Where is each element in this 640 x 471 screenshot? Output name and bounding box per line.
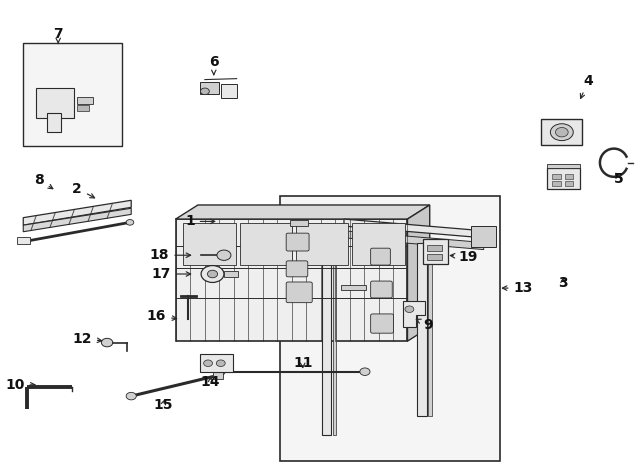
Bar: [353, 223, 404, 266]
Bar: [221, 84, 237, 98]
Bar: [17, 237, 29, 244]
Bar: [541, 119, 582, 146]
Bar: [23, 43, 122, 146]
Bar: [200, 82, 219, 94]
Circle shape: [101, 338, 113, 347]
Bar: [322, 243, 332, 435]
Circle shape: [556, 128, 568, 137]
Bar: [471, 226, 497, 247]
Bar: [428, 243, 431, 416]
Bar: [239, 223, 292, 266]
FancyBboxPatch shape: [286, 233, 309, 251]
Circle shape: [360, 368, 370, 375]
FancyBboxPatch shape: [286, 282, 312, 303]
Bar: [77, 97, 93, 104]
Bar: [224, 271, 238, 277]
Polygon shape: [23, 208, 131, 232]
Polygon shape: [175, 205, 429, 219]
Text: 7: 7: [53, 26, 63, 43]
Bar: [547, 168, 580, 189]
Circle shape: [204, 360, 212, 366]
Bar: [427, 254, 442, 260]
Text: 14: 14: [201, 375, 220, 389]
Bar: [552, 174, 561, 179]
Text: 6: 6: [209, 55, 219, 75]
FancyBboxPatch shape: [371, 248, 390, 265]
Circle shape: [215, 368, 225, 375]
Bar: [200, 354, 233, 372]
Bar: [341, 285, 366, 290]
Bar: [565, 174, 573, 179]
Circle shape: [216, 360, 225, 366]
Text: 12: 12: [72, 332, 102, 346]
Text: 3: 3: [558, 276, 568, 291]
Bar: [183, 223, 236, 266]
Text: 16: 16: [147, 309, 177, 323]
Circle shape: [22, 238, 30, 244]
Circle shape: [126, 219, 134, 225]
Bar: [47, 114, 61, 132]
FancyBboxPatch shape: [371, 281, 392, 298]
Text: 5: 5: [614, 172, 624, 186]
Polygon shape: [408, 205, 429, 341]
Bar: [212, 372, 223, 379]
Bar: [77, 106, 89, 111]
Polygon shape: [344, 219, 484, 238]
Circle shape: [201, 266, 224, 283]
Bar: [280, 195, 500, 461]
Polygon shape: [403, 301, 425, 327]
Polygon shape: [344, 231, 484, 250]
Circle shape: [217, 250, 231, 260]
Circle shape: [405, 306, 414, 313]
Text: 19: 19: [451, 250, 478, 264]
Bar: [290, 220, 308, 226]
Text: 17: 17: [152, 267, 191, 281]
Text: 13: 13: [502, 281, 533, 295]
Bar: [552, 181, 561, 186]
Polygon shape: [23, 200, 131, 225]
Text: 8: 8: [35, 173, 53, 189]
Bar: [36, 88, 74, 118]
Text: 10: 10: [5, 378, 35, 392]
Text: 2: 2: [72, 181, 95, 198]
Text: 11: 11: [293, 356, 312, 370]
FancyBboxPatch shape: [286, 261, 308, 277]
Text: 18: 18: [150, 248, 191, 262]
Bar: [424, 239, 447, 264]
Text: 15: 15: [153, 398, 173, 413]
Circle shape: [207, 270, 218, 278]
Bar: [296, 223, 348, 266]
FancyBboxPatch shape: [371, 314, 394, 333]
Text: 4: 4: [580, 73, 593, 98]
Bar: [333, 243, 337, 435]
Bar: [547, 163, 580, 168]
Bar: [427, 245, 442, 251]
Circle shape: [550, 124, 573, 141]
Bar: [175, 219, 408, 341]
Text: 9: 9: [416, 318, 433, 332]
Text: 1: 1: [185, 214, 215, 228]
Circle shape: [200, 88, 209, 95]
Bar: [417, 243, 426, 416]
Bar: [565, 181, 573, 186]
Circle shape: [126, 392, 136, 400]
